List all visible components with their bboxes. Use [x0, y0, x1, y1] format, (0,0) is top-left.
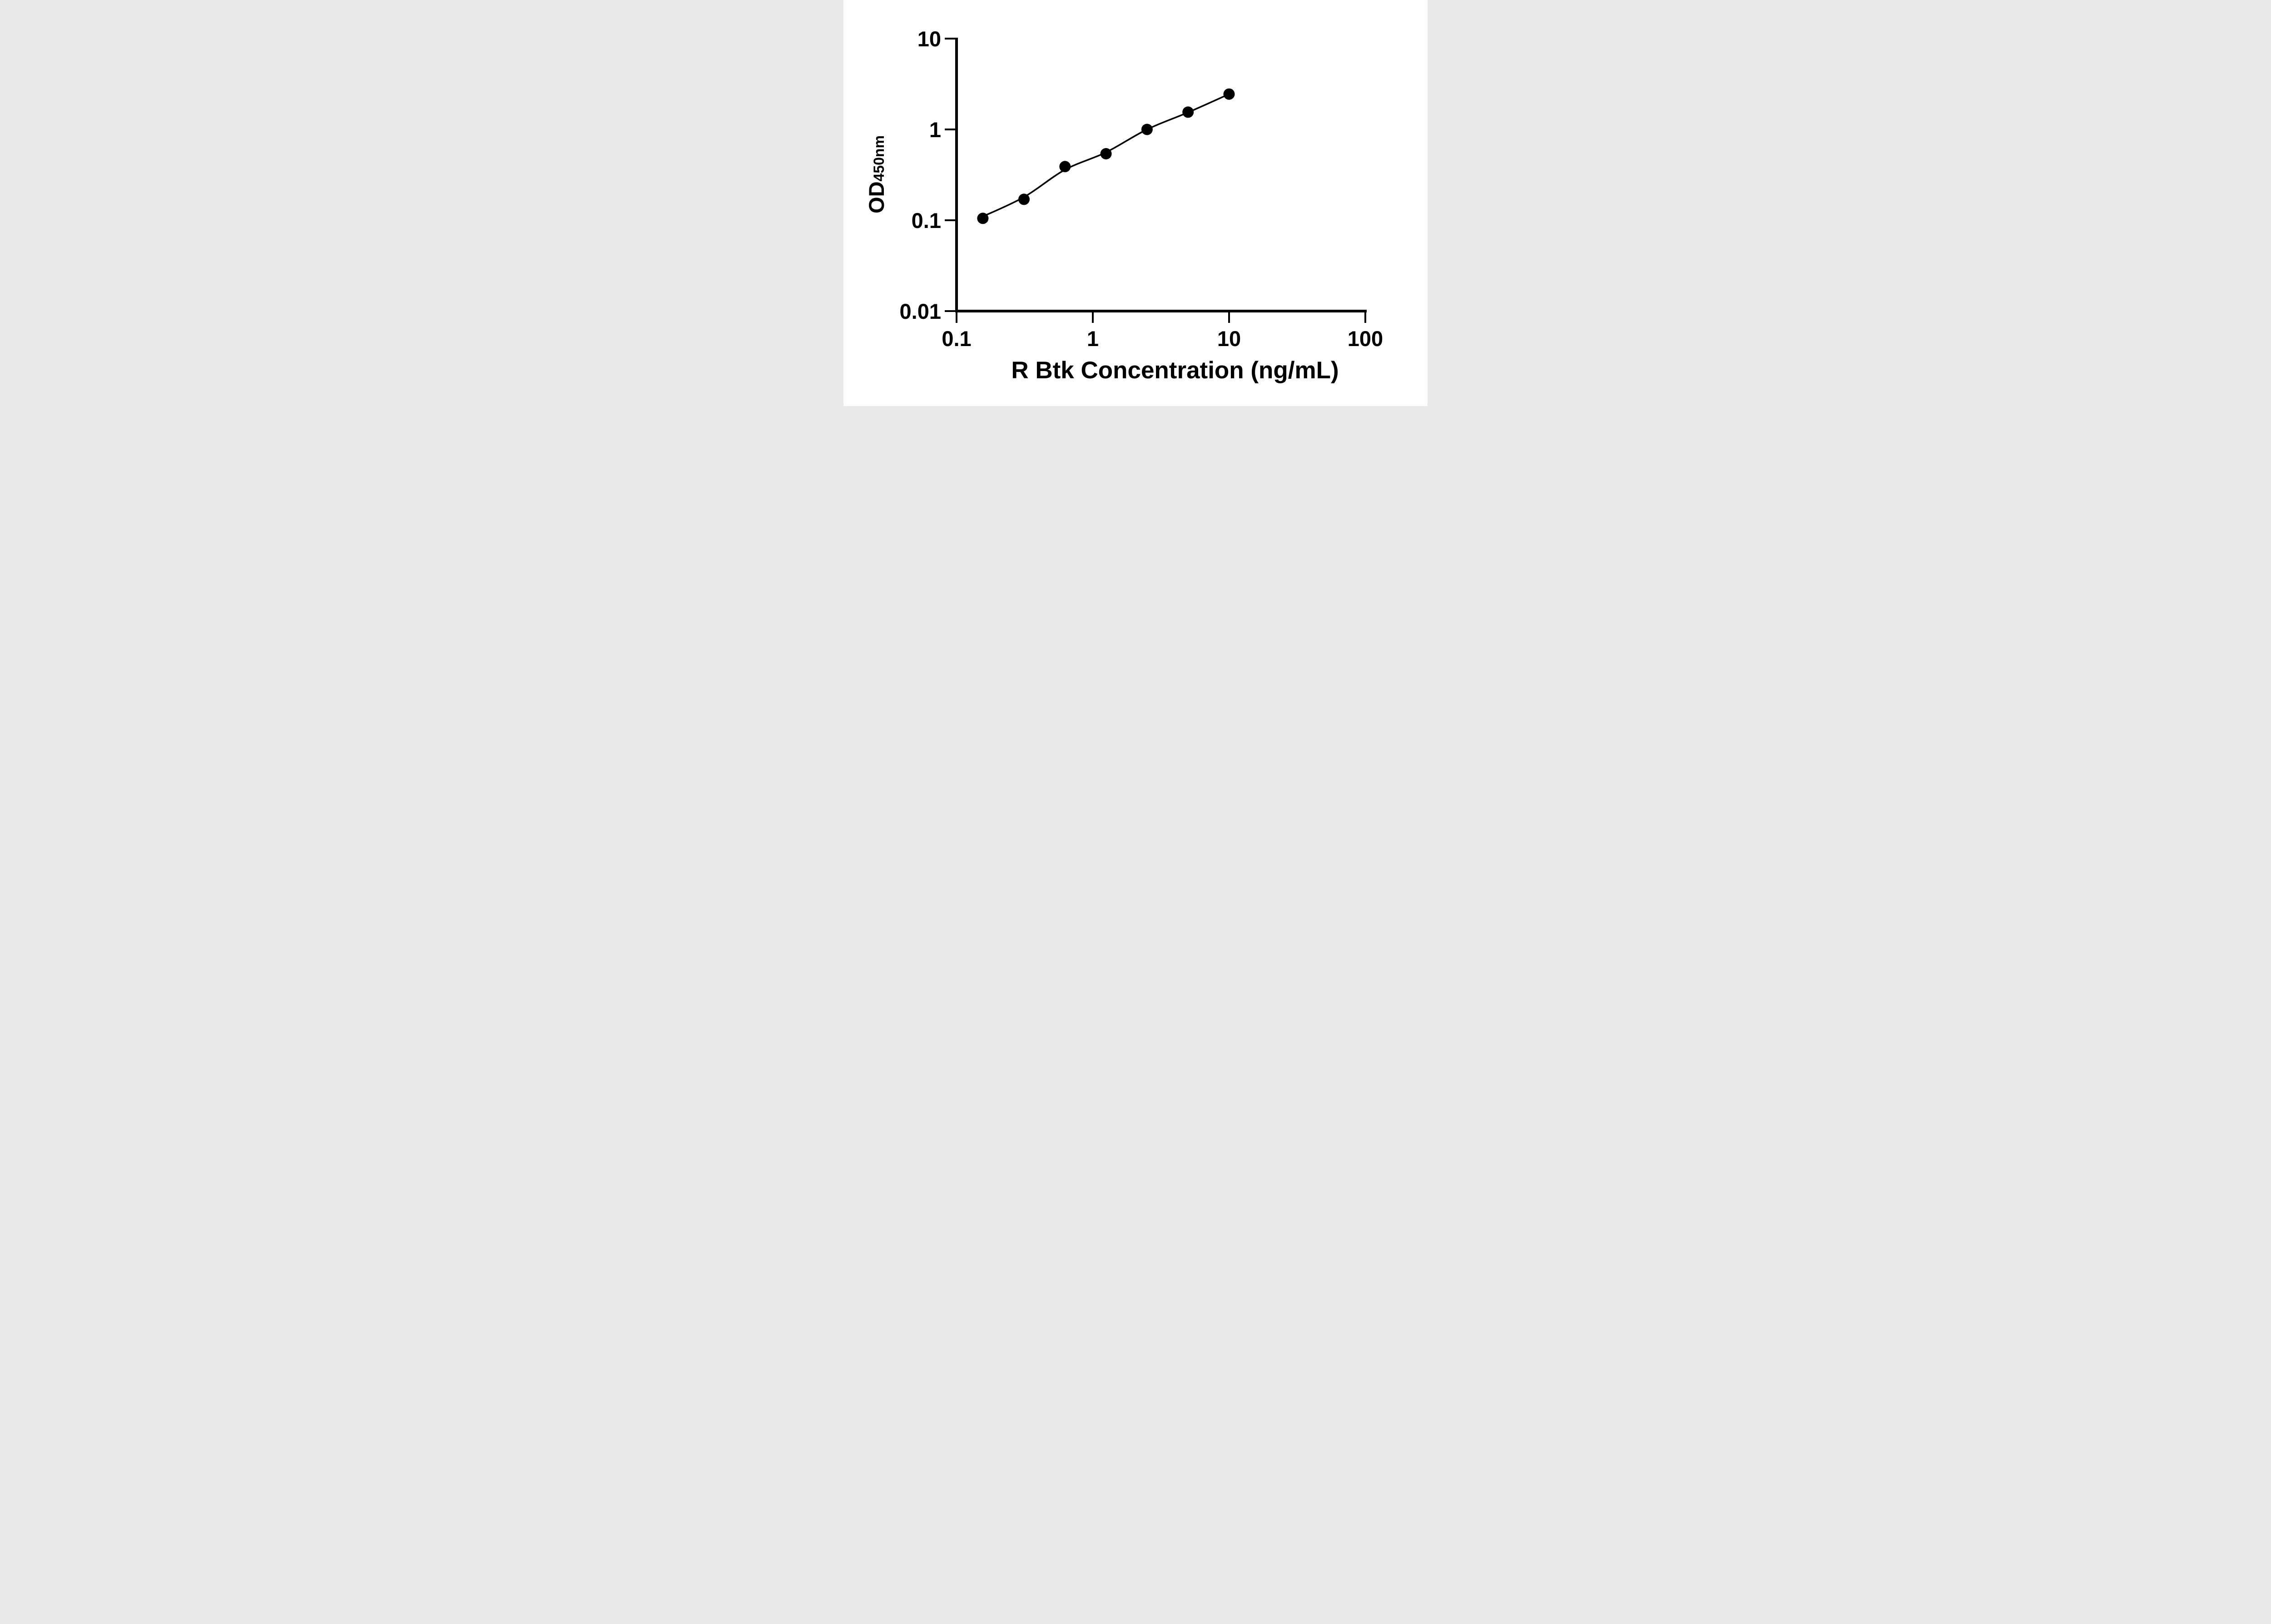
data-point-marker-5 [1141, 124, 1153, 135]
x-tick-label-10: 10 [1217, 327, 1241, 351]
data-point-marker-1 [977, 213, 989, 224]
y-tick-label-0.1: 0.1 [912, 208, 941, 233]
data-series-group [977, 88, 1235, 224]
axes-group [955, 38, 1367, 312]
tick-marks-group [945, 38, 1366, 323]
data-point-marker-2 [1018, 193, 1030, 205]
y-axis-title: OD450nm [864, 135, 888, 213]
y-tick-label-10: 10 [917, 27, 941, 51]
y-tick-label-0.01: 0.01 [900, 299, 941, 323]
data-point-marker-7 [1223, 88, 1235, 100]
y-axis-title-main: OD [864, 181, 888, 213]
data-point-marker-3 [1059, 161, 1071, 173]
x-tick-label-1: 1 [1087, 327, 1099, 351]
x-tick-label-0.1: 0.1 [942, 327, 971, 351]
x-tick-label-100: 100 [1348, 327, 1383, 351]
x-axis-title: R Btk Concentration (ng/mL) [1011, 357, 1339, 384]
y-axis-title-subscript: 450nm [871, 135, 887, 181]
elisa-standard-curve-figure: 10 1 0.1 0.01 0.1 1 10 100 R Btk Concentration … [843, 0, 1428, 406]
data-point-marker-6 [1182, 106, 1194, 118]
y-tick-label-1: 1 [929, 118, 941, 142]
data-point-marker-4 [1100, 148, 1112, 159]
